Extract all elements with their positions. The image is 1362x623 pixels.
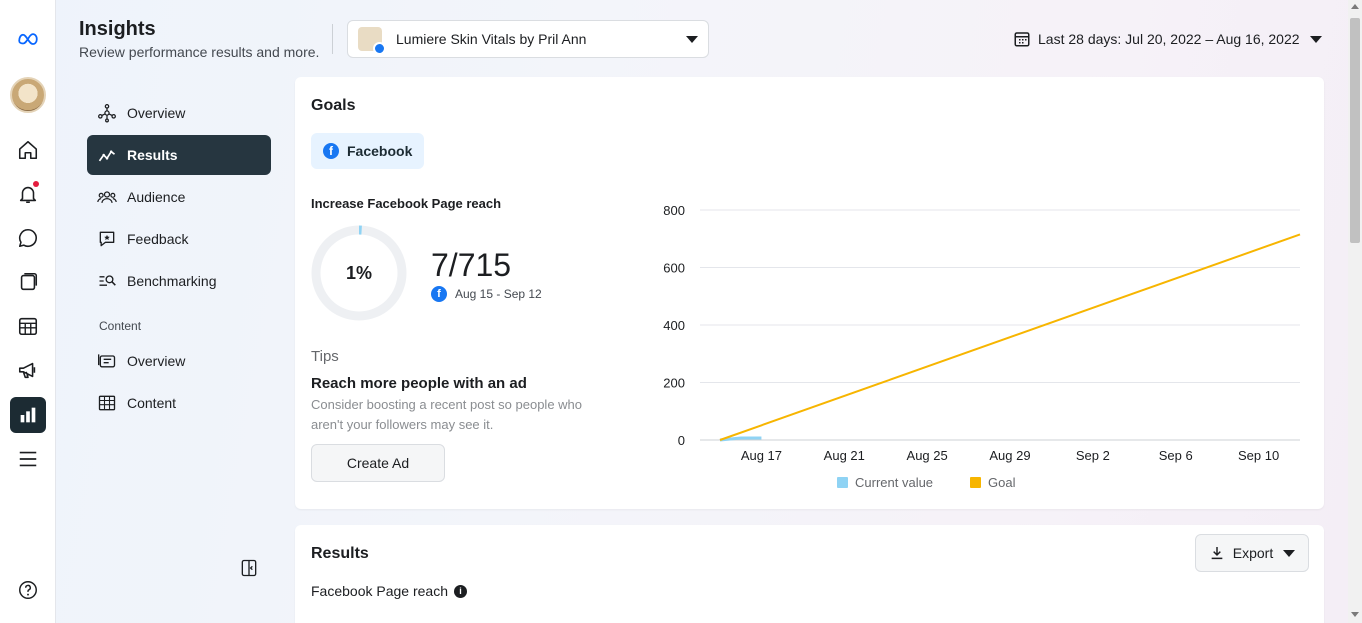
goal-progress-ring — [311, 225, 407, 321]
page-selector[interactable]: Lumiere Skin Vitals by Pril Ann — [347, 20, 709, 58]
page-thumbnail — [358, 27, 386, 55]
subnav-item-label: Overview — [127, 353, 186, 369]
goal-progress-percent: 1% — [345, 262, 372, 283]
results-title: Results — [311, 545, 369, 562]
goal-period-label: Aug 15 - Sep 12 — [455, 287, 542, 301]
content-table-icon — [98, 395, 116, 411]
goal-progress-value: 7/715 — [431, 247, 512, 283]
insights-icon[interactable] — [10, 397, 46, 433]
x-tick-label: Sep 10 — [1238, 448, 1279, 463]
content-overview-icon — [98, 354, 116, 368]
page-scrollbar[interactable] — [1348, 0, 1362, 623]
export-button[interactable]: Export — [1195, 534, 1309, 572]
messages-icon[interactable] — [10, 220, 46, 256]
series-line-current-value — [719, 436, 762, 442]
subnav-item-results[interactable]: Results — [87, 135, 271, 175]
tip-title: Reach more people with an ad — [311, 375, 527, 392]
x-tick-label: Aug 21 — [824, 448, 865, 463]
x-tick-label: Aug 25 — [907, 448, 948, 463]
feedback-icon — [99, 231, 115, 247]
header-divider — [332, 24, 333, 54]
legend-swatch — [837, 477, 848, 488]
date-range-picker[interactable]: Last 28 days: Jul 20, 2022 – Aug 16, 202… — [1013, 30, 1322, 48]
download-icon — [1211, 547, 1223, 560]
benchmarking-icon — [99, 275, 116, 286]
subnav-item-label: Audience — [127, 189, 186, 205]
notification-dot — [33, 181, 39, 187]
metric-label-text: Facebook Page reach — [311, 583, 448, 599]
y-tick-label: 800 — [663, 203, 685, 218]
subnav-item-label: Content — [127, 395, 177, 411]
page-title: Insights — [79, 18, 156, 40]
facebook-icon: f — [431, 286, 447, 302]
info-icon[interactable]: i — [453, 584, 467, 598]
goal-period: f Aug 15 - Sep 12 — [431, 286, 542, 302]
calendar-icon — [1014, 32, 1030, 47]
create-ad-button[interactable]: Create Ad — [311, 444, 445, 482]
series-line-goal — [719, 233, 1301, 441]
results-card: Results Export Facebook Page reach i — [295, 525, 1324, 623]
legend-swatch — [970, 477, 981, 488]
subnav-item-benchmarking[interactable]: Benchmarking — [87, 261, 271, 301]
subnav-item-label: Feedback — [127, 231, 189, 247]
goals-card: Goals f Facebook Increase Facebook Page … — [295, 77, 1324, 509]
goal-name: Increase Facebook Page reach — [311, 196, 502, 211]
page-selector-label: Lumiere Skin Vitals by Pril Ann — [396, 31, 587, 47]
subnav-item-audience[interactable]: Audience — [87, 177, 271, 217]
tips-heading: Tips — [311, 348, 339, 365]
y-tick-label: 0 — [678, 433, 685, 448]
chevron-down-icon — [1309, 35, 1322, 43]
meta-logo-icon[interactable] — [10, 20, 46, 56]
subnav-item-overview[interactable]: Overview — [87, 93, 271, 133]
page-avatar[interactable] — [10, 77, 46, 113]
tip-description: Consider boosting a recent post so peopl… — [311, 397, 583, 432]
x-tick-label: Sep 2 — [1076, 448, 1110, 463]
subnav-item-label: Benchmarking — [127, 273, 217, 289]
home-icon[interactable] — [10, 132, 46, 168]
ads-icon[interactable] — [10, 352, 46, 388]
chevron-down-icon — [686, 35, 698, 43]
tab-facebook-label: Facebook — [347, 143, 413, 159]
goal-chart: 800 600 400 200 0 Aug 17 Aug 21 Aug 25 Aug 29 Sep… — [663, 203, 1301, 490]
legend-label: Goal — [988, 475, 1016, 490]
chevron-down-icon — [1283, 549, 1296, 557]
legend-label: Current value — [855, 475, 933, 490]
subnav-item-label: Results — [127, 147, 178, 163]
results-icon — [98, 150, 115, 162]
tab-facebook[interactable]: f Facebook — [311, 133, 425, 169]
metric-label: Facebook Page reach i — [311, 583, 467, 599]
scroll-down-arrow-icon[interactable] — [1351, 612, 1359, 617]
scroll-up-arrow-icon[interactable] — [1351, 4, 1359, 9]
x-tick-label: Sep 6 — [1159, 448, 1193, 463]
subnav-item-label: Overview — [127, 105, 186, 121]
notifications-icon[interactable] — [10, 176, 46, 212]
date-range-label: Last 28 days: Jul 20, 2022 – Aug 16, 202… — [1038, 31, 1300, 47]
x-tick-label: Aug 29 — [989, 448, 1030, 463]
menu-icon[interactable] — [10, 441, 46, 477]
facebook-badge-icon — [373, 42, 386, 55]
overview-icon — [98, 104, 116, 123]
planner-icon[interactable] — [10, 308, 46, 344]
y-tick-label: 600 — [663, 261, 685, 276]
audience-icon — [97, 191, 117, 203]
subnav-item-content[interactable]: Content — [87, 383, 271, 423]
x-tick-label: Aug 17 — [741, 448, 782, 463]
y-tick-label: 200 — [663, 376, 685, 391]
help-icon[interactable] — [10, 572, 46, 608]
collapse-sidebar-icon[interactable] — [239, 558, 259, 578]
y-tick-label: 400 — [663, 318, 685, 333]
subnav-section-label: Content — [99, 319, 142, 333]
scroll-thumb[interactable] — [1350, 18, 1360, 243]
subnav-item-content-overview[interactable]: Overview — [87, 341, 271, 381]
page-subtitle: Review performance results and more. — [79, 44, 320, 60]
goal-progress-fill — [311, 225, 407, 321]
content-icon[interactable] — [10, 264, 46, 300]
export-label: Export — [1232, 545, 1274, 561]
facebook-icon: f — [323, 143, 339, 159]
goals-title: Goals — [311, 97, 356, 114]
left-rail — [0, 0, 56, 623]
subnav-item-feedback[interactable]: Feedback — [87, 219, 271, 259]
